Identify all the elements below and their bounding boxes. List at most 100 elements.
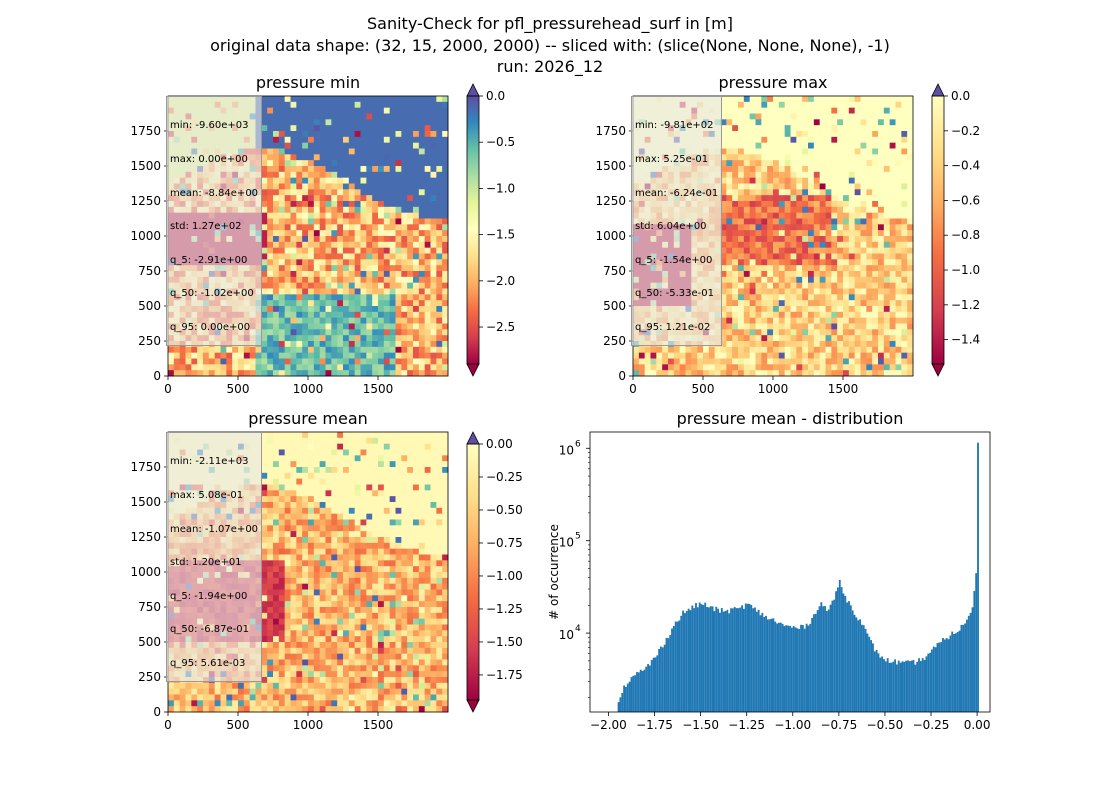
heatmap-cell [366,189,373,196]
heatmap-cell [354,449,361,456]
heatmap-cell [273,241,280,249]
heatmap-cell [313,300,321,307]
heatmap-cell [407,241,414,249]
heatmap-cell [901,96,908,103]
heatmap-cell [383,224,391,231]
heatmap-cell [808,352,815,359]
heatmap-cell [261,131,268,138]
heatmap-cell [401,370,408,377]
heatmap-cell [878,177,885,184]
heatmap-cell [749,154,756,161]
heatmap-cell [738,166,745,173]
heatmap-cell [872,166,879,173]
heatmap-cell [813,335,821,342]
heatmap-cell [401,171,408,179]
heatmap-cell [860,189,867,196]
heatmap-cell [837,101,844,109]
heatmap-cell [843,236,850,243]
heatmap-cell [726,160,733,167]
heatmap-cell [784,329,791,336]
heatmap-cell [389,206,396,214]
heatmap-cell [418,189,426,196]
heatmap-cell [638,358,646,365]
heatmap-cell [383,236,391,243]
heatmap-cell [784,113,791,120]
heatmap-cell [331,306,338,313]
heatmap-cell [749,201,756,208]
heatmap-cell [319,241,326,249]
heatmap-cell [738,154,745,161]
heatmap-cell [366,449,373,456]
heatmap-cell [726,329,733,336]
heatmap-cell [831,370,838,377]
heatmap-cell [743,136,751,144]
heatmap-cell [418,432,426,439]
heatmap-cell [348,160,356,167]
heatmap-cell [401,265,408,272]
heatmap-cell [854,271,861,278]
heatmap-cell [720,119,727,126]
heatmap-cell [761,358,768,365]
heatmap-cell [372,253,379,260]
heatmap-cell [203,370,210,377]
heatmap-cell [837,183,844,190]
heatmap-cell [650,346,657,354]
heatmap-cell [755,171,762,179]
heatmap-cell [837,148,844,155]
heatmap-cell [895,306,902,313]
heatmap-cell [424,107,431,114]
heatmap-cell [401,271,408,278]
heatmap-cell [778,230,786,237]
heatmap-cell [273,335,280,342]
heatmap-cell [372,142,379,149]
heatmap-cell [726,259,733,266]
heatmap-cell [767,177,774,184]
heatmap-cell [383,142,391,149]
heatmap-cell [436,177,443,184]
heatmap-cell [808,142,815,149]
heatmap-cell [848,218,856,225]
heatmap-cell [308,206,315,214]
heatmap-cell [889,288,896,295]
heatmap-cell [831,247,838,254]
heatmap-cell [901,125,908,132]
heatmap-cell [848,288,856,295]
heatmap-cell [407,195,414,202]
heatmap-cell [430,142,437,149]
heatmap-cell [296,370,303,377]
heatmap-cell [430,224,437,231]
heatmap-cell [348,265,356,272]
heatmap-cell [313,323,321,330]
heatmap-cell [360,148,367,155]
heatmap-cell [278,443,286,450]
heatmap-cell [732,300,739,307]
heatmap-cell [843,119,850,126]
heatmap-cell [331,259,338,266]
heatmap-cell [238,364,245,371]
heatmap-cell [302,294,309,301]
heatmap-cell [278,259,286,266]
heatmap-cell [784,241,791,249]
heatmap-cell [808,201,815,208]
heatmap-cell [872,311,879,319]
heatmap-cell [313,352,321,359]
heatmap-cell [796,142,803,149]
heatmap-cell [296,154,303,161]
heatmap-cell [895,241,902,249]
heatmap-cell [761,317,768,324]
heatmap-cell [354,455,361,462]
heatmap-cell [407,160,414,167]
heatmap-cell [302,306,309,313]
heatmap-cell [407,201,414,208]
heatmap-cell [401,131,408,138]
heatmap-cell [348,364,356,371]
heatmap-cell [848,136,856,144]
heatmap-cell [743,236,751,243]
heatmap-cell [366,201,373,208]
heatmap-cell [267,236,274,243]
heatmap-cell [273,101,280,109]
heatmap-cell [755,323,762,330]
heatmap-cell [720,224,727,231]
heatmap-cell [424,177,431,184]
heatmap-cell [808,311,815,319]
